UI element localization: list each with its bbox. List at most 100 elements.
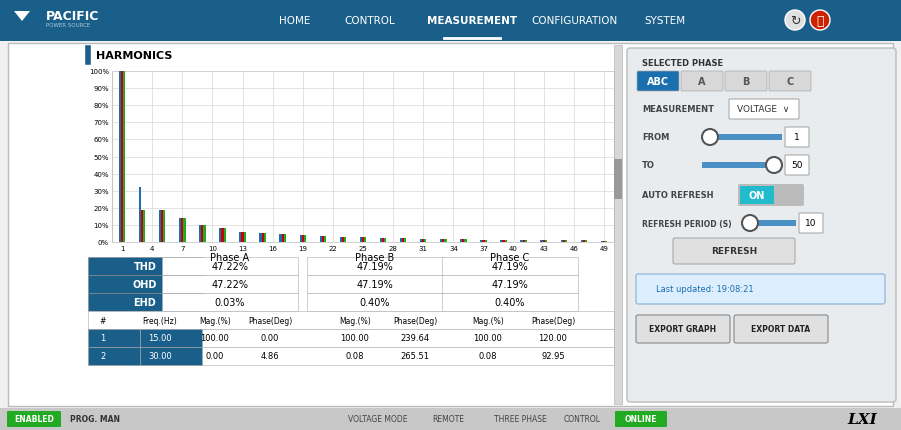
Bar <box>702 135 782 141</box>
Bar <box>88 293 203 311</box>
Bar <box>583 241 585 243</box>
Text: ON: ON <box>749 190 765 200</box>
Bar <box>585 241 587 243</box>
Bar <box>0 0 901 42</box>
Text: VOLTAGE MODE: VOLTAGE MODE <box>349 415 408 424</box>
Bar <box>340 237 341 243</box>
Text: 0%: 0% <box>98 240 109 246</box>
Text: Phase(Deg): Phase(Deg) <box>248 316 292 325</box>
Text: MEASUREMENT: MEASUREMENT <box>642 105 714 114</box>
Text: 2: 2 <box>100 352 105 361</box>
Text: 47.19%: 47.19% <box>357 261 394 271</box>
Bar <box>219 229 222 243</box>
Text: VOLTAGE  ∨: VOLTAGE ∨ <box>737 105 789 114</box>
Bar <box>199 225 201 243</box>
Text: C: C <box>787 77 794 87</box>
Bar <box>261 234 264 243</box>
Bar <box>140 329 202 347</box>
Text: 10: 10 <box>805 219 816 228</box>
Bar <box>88 329 140 347</box>
Text: 0.08: 0.08 <box>478 352 497 361</box>
FancyBboxPatch shape <box>627 49 896 402</box>
Bar <box>161 210 163 243</box>
Text: 47.19%: 47.19% <box>357 280 394 289</box>
Text: 239.64: 239.64 <box>400 334 430 343</box>
Bar <box>563 241 565 243</box>
Text: 49: 49 <box>599 246 608 252</box>
FancyBboxPatch shape <box>734 315 828 343</box>
Bar <box>442 275 578 293</box>
Bar <box>284 235 286 243</box>
FancyBboxPatch shape <box>729 100 799 120</box>
Text: 16: 16 <box>268 246 278 252</box>
Text: 25: 25 <box>359 246 368 252</box>
Text: Freq.(Hz): Freq.(Hz) <box>142 316 177 325</box>
FancyBboxPatch shape <box>799 214 823 233</box>
FancyBboxPatch shape <box>725 72 767 92</box>
Text: 50%: 50% <box>94 154 109 160</box>
Bar <box>405 239 406 243</box>
Text: CONTROL: CONTROL <box>563 415 600 424</box>
Circle shape <box>766 158 782 174</box>
Text: ABC: ABC <box>647 77 669 87</box>
Text: Phase(Deg): Phase(Deg) <box>531 316 575 325</box>
Text: 1: 1 <box>120 246 124 252</box>
Bar <box>201 225 204 243</box>
Bar <box>279 235 282 243</box>
Text: 40%: 40% <box>94 171 109 177</box>
Text: 31: 31 <box>419 246 428 252</box>
Bar <box>545 240 547 243</box>
Bar <box>402 239 405 243</box>
Text: 47.19%: 47.19% <box>492 280 528 289</box>
Bar <box>324 237 326 243</box>
Bar <box>0 408 901 430</box>
Bar <box>524 240 527 243</box>
Bar <box>744 221 796 227</box>
Text: Mag.(%): Mag.(%) <box>199 316 231 325</box>
Bar <box>423 239 424 243</box>
Text: B: B <box>742 77 750 87</box>
Bar <box>141 210 143 243</box>
FancyBboxPatch shape <box>636 274 885 304</box>
Bar <box>614 160 622 200</box>
Text: Mag.(%): Mag.(%) <box>472 316 504 325</box>
Text: 100%: 100% <box>89 69 109 75</box>
Text: 80%: 80% <box>94 103 109 109</box>
Circle shape <box>742 215 758 231</box>
Text: 100.00: 100.00 <box>341 334 369 343</box>
Text: 0.00: 0.00 <box>260 334 279 343</box>
Text: 70%: 70% <box>94 120 109 126</box>
Bar <box>542 240 545 243</box>
Text: CONFIGURATION: CONFIGURATION <box>532 16 618 26</box>
Text: EXPORT GRAPH: EXPORT GRAPH <box>650 325 716 334</box>
Bar <box>485 240 487 243</box>
Bar <box>601 241 603 243</box>
Bar <box>119 72 121 243</box>
Bar <box>88 258 203 275</box>
Bar <box>440 240 442 243</box>
Text: 60%: 60% <box>94 137 109 143</box>
Bar <box>8 44 893 406</box>
Bar <box>162 275 298 293</box>
Bar <box>112 72 614 243</box>
Bar <box>541 240 542 243</box>
Text: 43: 43 <box>540 246 548 252</box>
Text: 1: 1 <box>794 133 800 142</box>
Text: ⏻: ⏻ <box>816 15 824 28</box>
Text: Mag.(%): Mag.(%) <box>339 316 371 325</box>
Bar <box>123 72 125 243</box>
Bar <box>121 72 123 243</box>
Text: Phase A: Phase A <box>211 252 250 262</box>
Bar <box>181 218 184 243</box>
FancyBboxPatch shape <box>636 315 730 343</box>
Bar <box>384 238 387 243</box>
Bar <box>614 46 622 404</box>
Text: FROM: FROM <box>642 133 669 142</box>
FancyBboxPatch shape <box>7 411 61 427</box>
Bar <box>420 239 423 243</box>
Bar <box>179 218 181 243</box>
Text: Phase C: Phase C <box>490 252 530 262</box>
Text: CONTROL: CONTROL <box>344 16 396 26</box>
Text: 15.00: 15.00 <box>148 334 172 343</box>
Text: Last updated: 19:08:21: Last updated: 19:08:21 <box>656 285 753 294</box>
